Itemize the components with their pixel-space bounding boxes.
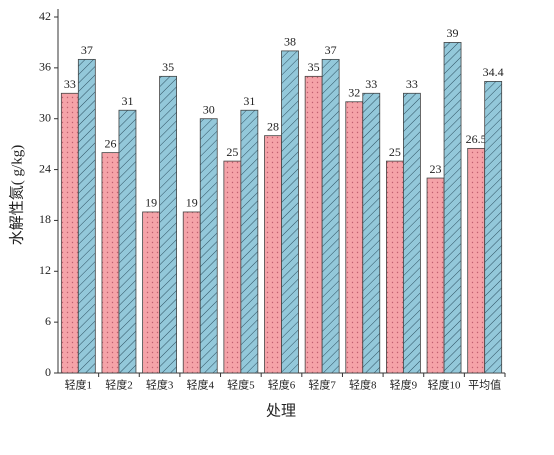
data-label: 26 (104, 136, 116, 150)
bar (362, 92, 381, 374)
x-tick-label: 轻度8 (349, 378, 377, 392)
y-tick-label: 24 (39, 161, 51, 175)
bar (264, 135, 282, 374)
bar (443, 42, 462, 374)
bar (281, 50, 299, 374)
data-label: 28 (267, 119, 279, 133)
x-tick-label: 轻度7 (308, 378, 336, 392)
data-label: 31 (243, 94, 255, 108)
data-label: 23 (430, 162, 442, 176)
x-tick-label: 轻度9 (390, 378, 418, 392)
bar (386, 160, 404, 374)
x-axis-label: 处理 (266, 402, 296, 419)
data-label: 19 (186, 196, 198, 210)
y-axis-label: 水解性氮( g/kg) (8, 145, 25, 245)
bar (484, 81, 503, 374)
bar (101, 152, 120, 374)
data-label: 35 (162, 60, 174, 74)
data-label: 19 (145, 196, 157, 210)
data-label: 32 (348, 86, 360, 100)
data-label: 37 (325, 43, 337, 57)
x-tick-label: 轻度3 (146, 378, 174, 392)
y-tick-label: 0 (45, 365, 51, 379)
bar (304, 75, 323, 374)
bar (321, 58, 340, 374)
bar (142, 211, 160, 374)
data-label: 39 (447, 26, 459, 40)
bar (403, 92, 421, 374)
data-label: 38 (284, 35, 296, 49)
y-tick-label: 12 (39, 263, 51, 277)
x-tick-label: 轻度5 (227, 378, 255, 392)
data-label: 33 (64, 77, 76, 91)
x-tick-label: 轻度10 (428, 378, 461, 392)
bar (345, 101, 364, 374)
bar (77, 58, 96, 374)
data-label: 35 (308, 60, 320, 74)
bar (159, 75, 177, 374)
data-label: 26.5 (466, 132, 487, 146)
x-tick-label: 轻度4 (186, 378, 214, 392)
bar (118, 109, 137, 374)
x-tick-label: 平均值 (468, 379, 501, 392)
data-label: 25 (226, 145, 238, 159)
x-tick-label: 轻度6 (268, 378, 296, 392)
bar (182, 211, 201, 374)
bar (199, 118, 218, 374)
data-label: 37 (81, 43, 93, 57)
bar (60, 92, 79, 374)
y-tick-label: 36 (39, 60, 51, 74)
y-tick-label: 30 (39, 110, 51, 124)
y-tick-label: 42 (39, 9, 51, 23)
bar (223, 160, 242, 374)
x-tick-label: 轻度2 (105, 378, 133, 392)
y-tick-label: 18 (39, 212, 51, 226)
data-label: 30 (203, 102, 215, 116)
data-label: 31 (121, 94, 133, 108)
data-label: 25 (389, 145, 401, 159)
x-tick-label: 轻度1 (65, 378, 93, 392)
y-tick-label: 6 (45, 314, 51, 328)
bar (240, 109, 259, 374)
data-label: 33 (365, 77, 377, 91)
data-label: 34.4 (483, 65, 504, 79)
bar (426, 177, 445, 374)
data-label: 33 (406, 77, 418, 91)
bar (467, 147, 486, 374)
